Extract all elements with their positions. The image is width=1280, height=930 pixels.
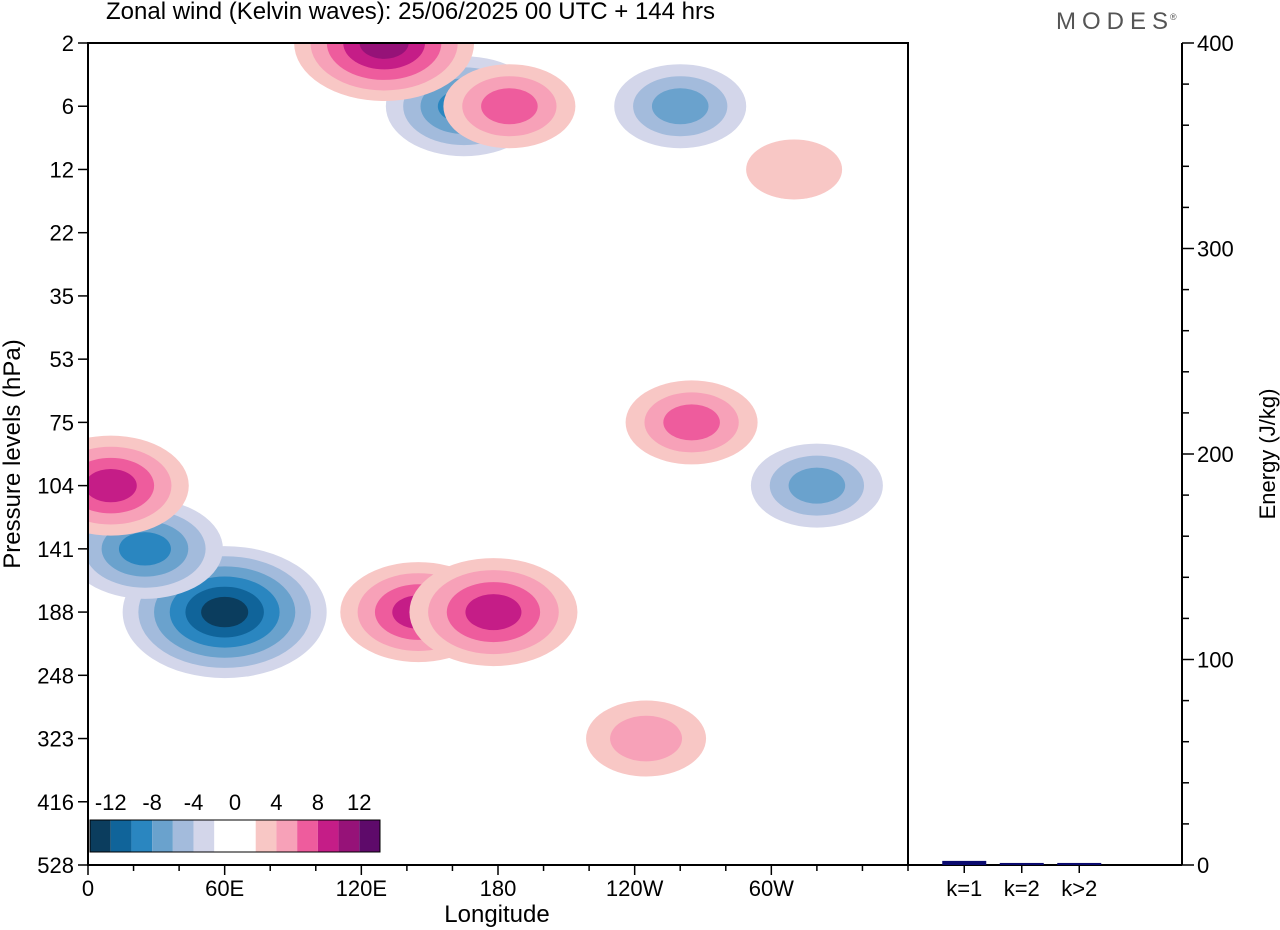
y-axis: 2 6 12 22 35 53 75 104 141 188 248 323 416 528 [37, 31, 88, 878]
x-tick-label: 120W [606, 876, 664, 901]
chart-title: Zonal wind (Kelvin waves): 25/06/2025 00… [106, 0, 715, 25]
wind-anomaly [586, 700, 707, 777]
y-tick-label: 528 [37, 853, 74, 878]
colorbar: -12 -8 -4 0 4 8 12 [89, 790, 381, 853]
y-tick-label: 248 [37, 663, 74, 688]
colorbar-swatch [110, 820, 132, 852]
colorbar-label: -12 [95, 790, 127, 815]
energy-tick-label: 400 [1197, 31, 1234, 56]
x-axis-label: Longitude [444, 901, 549, 928]
energy-bar [942, 860, 987, 865]
wind-anomaly [294, 43, 475, 101]
colorbar-swatch [214, 820, 235, 852]
colorbar-frame [89, 819, 381, 853]
y-tick-label: 2 [62, 31, 74, 56]
energy-tick-label: 300 [1197, 237, 1234, 262]
wind-field [88, 43, 883, 777]
y-tick-label: 22 [50, 221, 74, 246]
colorbar-label: -8 [142, 790, 162, 815]
colorbar-label: 4 [270, 790, 282, 815]
wind-anomaly [88, 435, 189, 536]
colorbar-swatch [297, 820, 318, 852]
y-tick-label: 416 [37, 790, 74, 815]
y-axis-label: Pressure levels (hPa) [0, 339, 26, 568]
contour-level [359, 43, 409, 59]
contour-level [610, 715, 683, 762]
contour-level [788, 467, 846, 504]
colorbar-swatch [90, 820, 111, 852]
energy-bar-label: k=1 [946, 876, 982, 901]
y-tick-label: 35 [50, 284, 74, 309]
energy-axis-label: Energy (J/kg) [1255, 389, 1280, 520]
energy-bar-label: k>2 [1061, 876, 1097, 901]
contour-level [663, 404, 720, 441]
y-tick-label: 6 [62, 94, 74, 119]
colorbar-swatch [276, 820, 298, 852]
colorbar-swatch [317, 820, 339, 852]
colorbar-label: 8 [312, 790, 324, 815]
colorbar-label: 0 [229, 790, 241, 815]
y-tick-label: 141 [37, 537, 74, 562]
contour-level [201, 596, 249, 628]
colorbar-swatch [338, 820, 360, 852]
colorbar-swatch [193, 820, 215, 852]
wind-anomaly [750, 443, 883, 528]
wind-anomaly [625, 380, 758, 465]
colorbar-swatch [359, 820, 380, 852]
energy-tick-label: 0 [1197, 853, 1209, 878]
y-tick-label: 12 [50, 157, 74, 182]
x-tick-label: 0 [82, 876, 94, 901]
wind-anomaly [409, 558, 578, 667]
colorbar-label: -4 [184, 790, 204, 815]
y-tick-label: 188 [37, 600, 74, 625]
x-axis: 0 60E 120E 180 120W 60W [82, 865, 909, 901]
energy-bar [1057, 862, 1102, 865]
contour-level [88, 468, 137, 503]
colorbar-swatch [152, 820, 173, 852]
y-tick-label: 323 [37, 727, 74, 752]
energy-bar [999, 862, 1044, 865]
energy-tick-label: 100 [1197, 648, 1234, 673]
wind-anomaly [746, 139, 843, 200]
colorbar-swatch [255, 820, 277, 852]
colorbar-swatch [235, 820, 256, 852]
energy-bar-label: k=2 [1004, 876, 1040, 901]
wind-anomaly [443, 64, 576, 149]
contour-level [746, 139, 843, 200]
contour-level [118, 532, 171, 566]
colorbar-swatch [172, 820, 194, 852]
energy-tick-label: 200 [1197, 442, 1234, 467]
contour-level [481, 88, 538, 125]
y-tick-label: 104 [37, 474, 74, 499]
contour-level [651, 88, 709, 125]
colorbar-label: 12 [347, 790, 371, 815]
x-tick-label: 60E [205, 876, 244, 901]
colorbar-swatch [131, 820, 153, 852]
y-tick-label: 53 [50, 347, 74, 372]
x-tick-label: 60W [749, 876, 794, 901]
modes-logo: MODES® [1056, 8, 1177, 35]
wind-anomaly [614, 64, 747, 149]
x-tick-label: 120E [336, 876, 387, 901]
x-tick-label: 180 [480, 876, 517, 901]
y-tick-label: 75 [50, 410, 74, 435]
energy-panel: 0 100 200 300 400 k=1 k=2 k>2 [908, 31, 1234, 901]
contour-level [465, 594, 522, 631]
